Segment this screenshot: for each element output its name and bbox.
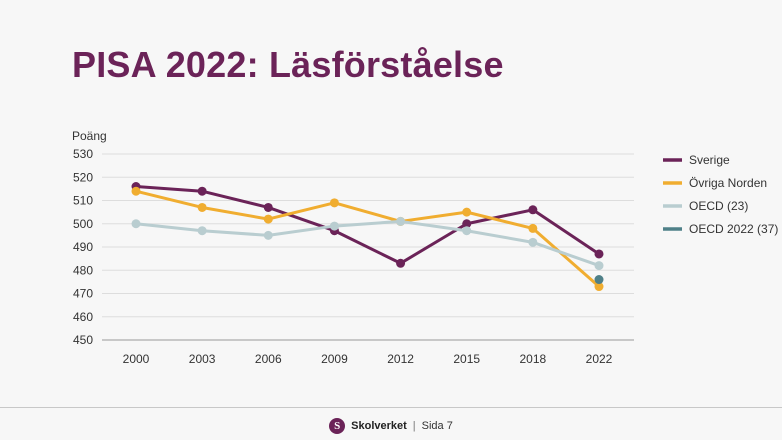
series-line-sverige xyxy=(135,185,600,265)
point-sverige-2012 xyxy=(396,258,406,268)
slide-title: PISA 2022: Läsförståelse xyxy=(72,44,504,85)
point-övriga-norden-2003 xyxy=(197,202,207,212)
legend-label-oecd-2022-37: OECD 2022 (37) xyxy=(689,222,778,236)
point-sverige-2022 xyxy=(594,249,604,259)
x-tick-2009: 2009 xyxy=(321,352,348,366)
point-oecd-2022-37-2022 xyxy=(594,275,604,285)
legend-label-oecd-23: OECD (23) xyxy=(689,199,748,213)
x-tick-2003: 2003 xyxy=(189,352,216,366)
y-tick-510: 510 xyxy=(73,194,93,208)
point-oecd-23-2009 xyxy=(329,221,339,231)
y-tick-500: 500 xyxy=(73,217,93,231)
legend: Sverige Övriga Norden OECD (23) OECD 2022 (… xyxy=(663,153,778,236)
x-tick-2022: 2022 xyxy=(586,352,613,366)
point-oecd-23-2000 xyxy=(131,219,141,229)
y-axis-title: Poäng xyxy=(72,129,107,143)
point-oecd-23-2022 xyxy=(594,261,604,271)
x-tick-2018: 2018 xyxy=(520,352,547,366)
legend-label-sverige: Sverige xyxy=(689,153,730,167)
point-oecd-23-2015 xyxy=(462,226,472,236)
series-group xyxy=(131,182,604,292)
point-övriga-norden-2006 xyxy=(263,214,273,224)
series-line-oecd-23 xyxy=(135,219,600,268)
point-sverige-2003 xyxy=(197,186,207,196)
legend-label-övriga-norden: Övriga Norden xyxy=(689,176,767,190)
footer-divider xyxy=(0,407,782,408)
point-övriga-norden-2022 xyxy=(594,282,604,292)
x-tick-2006: 2006 xyxy=(255,352,282,366)
point-oecd-23-2006 xyxy=(263,230,273,240)
y-tick-labels: 450 460 470 480 490 500 510 520 530 xyxy=(73,147,93,347)
y-tick-450: 450 xyxy=(73,333,93,347)
series-line-övriga-norden xyxy=(135,189,600,288)
y-tick-480: 480 xyxy=(73,263,93,277)
skolverket-logo-icon: S xyxy=(329,418,346,434)
point-övriga-norden-2009 xyxy=(329,198,339,208)
y-tick-460: 460 xyxy=(73,310,93,324)
point-övriga-norden-2018 xyxy=(528,223,538,233)
footer-page-number: Sida 7 xyxy=(421,420,453,432)
point-sverige-2015 xyxy=(462,219,472,229)
y-tick-520: 520 xyxy=(73,170,93,184)
point-sverige-2018 xyxy=(528,205,538,215)
point-oecd-23-2012 xyxy=(396,216,406,226)
footer-brand: Skolverket xyxy=(351,420,407,432)
x-tick-2015: 2015 xyxy=(453,352,480,366)
point-sverige-2006 xyxy=(263,202,273,212)
point-övriga-norden-2000 xyxy=(131,186,141,196)
x-tick-labels: 2000 2003 2006 2009 2012 2015 2018 2022 xyxy=(123,352,613,366)
point-oecd-23-2003 xyxy=(197,226,207,236)
point-oecd-23-2018 xyxy=(528,237,538,247)
point-övriga-norden-2015 xyxy=(462,207,472,217)
y-tick-490: 490 xyxy=(73,240,93,254)
footer: S Skolverket | Sida 7 xyxy=(0,417,782,435)
x-tick-2000: 2000 xyxy=(123,352,150,366)
footer-separator: | xyxy=(412,420,416,432)
y-tick-470: 470 xyxy=(73,287,93,301)
y-tick-530: 530 xyxy=(73,147,93,161)
x-tick-2012: 2012 xyxy=(387,352,414,366)
